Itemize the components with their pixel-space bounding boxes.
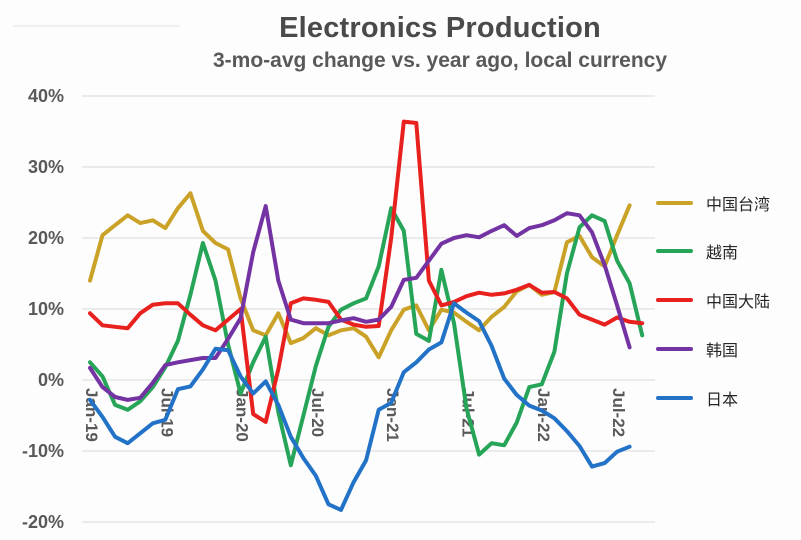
- legend-item-japan: 日本: [656, 387, 738, 409]
- y-axis-label: -20%: [22, 512, 64, 532]
- legend-item-taiwan: 中国台湾: [656, 192, 770, 214]
- chart-title: Electronics Production: [279, 12, 601, 44]
- y-axis-label: 40%: [28, 86, 64, 106]
- x-axis-label: Jan-22: [534, 388, 553, 442]
- series-line-taiwan: [88, 191, 632, 360]
- legend-swatch-japan: [656, 396, 693, 400]
- y-axis-label: -10%: [22, 441, 64, 461]
- legend-swatch-korea: [656, 347, 693, 351]
- series-line-korea: [88, 204, 632, 402]
- legend-label-japan: 日本: [706, 392, 739, 409]
- series-line-vietnam: [88, 206, 645, 468]
- legend-label-china-mainland: 中国大陆: [706, 294, 771, 311]
- y-axis-label: 30%: [28, 157, 64, 177]
- series-line-china-mainland: [88, 119, 645, 424]
- series-line-japan: [88, 301, 632, 512]
- x-axis-label: Jan-19: [82, 388, 101, 442]
- legend-swatch-taiwan: [656, 201, 693, 205]
- legend-item-korea: 韩国: [656, 338, 738, 360]
- x-axis-label: Jan-21: [383, 388, 402, 442]
- y-axis-label: 0%: [38, 370, 64, 390]
- legend-label-korea: 韩国: [706, 343, 739, 360]
- legend-label-taiwan: 中国台湾: [706, 197, 771, 214]
- chart-header: Electronics Production 3-mo-avg change v…: [100, 12, 780, 73]
- legend: 中国台湾越南中国大陆韩国日本: [656, 0, 801, 540]
- y-axis-label: 10%: [28, 299, 64, 319]
- x-axis-label: Jul-20: [308, 388, 327, 437]
- x-axis-label: Jul-22: [609, 388, 628, 437]
- legend-item-china-mainland: 中国大陆: [656, 289, 770, 311]
- legend-swatch-vietnam: [656, 249, 693, 253]
- y-axis-label: 20%: [28, 228, 64, 248]
- chart-subtitle: 3-mo-avg change vs. year ago, local curr…: [212, 49, 668, 73]
- x-axis-label: Jan-20: [233, 388, 252, 442]
- legend-label-vietnam: 越南: [706, 245, 739, 262]
- legend-swatch-china-mainland: [656, 298, 693, 302]
- legend-item-vietnam: 越南: [656, 240, 738, 262]
